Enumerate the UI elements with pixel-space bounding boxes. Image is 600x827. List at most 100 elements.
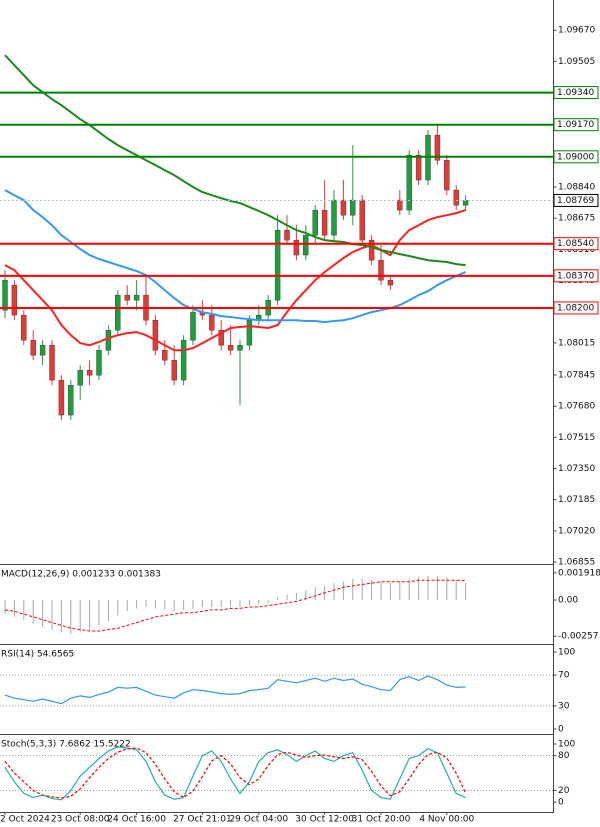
candle-body: [77, 370, 83, 386]
candle-body: [397, 199, 403, 211]
candle-body: [303, 235, 309, 256]
rsi-line: [4, 675, 466, 705]
x-tick-label: 29 Oct 04:00: [229, 815, 288, 825]
moving-average: [4, 209, 466, 352]
y-tick-label: 1.07020: [558, 526, 595, 536]
level-label: 1.08200: [557, 303, 594, 313]
stoch-line: [4, 746, 466, 801]
level-label: 1.08540: [557, 239, 594, 249]
y-tick-label: 0: [558, 724, 564, 734]
candle-body: [387, 279, 394, 286]
current-price-box: [553, 193, 599, 207]
candle-body: [274, 229, 281, 301]
candle-body: [171, 360, 177, 381]
candle-body: [340, 199, 347, 216]
level-label: 1.09000: [557, 152, 594, 162]
y-tick-label: 1.08840: [558, 183, 595, 193]
candle-body: [350, 199, 356, 216]
x-tick-label: 27 Oct 21:01: [173, 815, 232, 825]
candle-body: [39, 344, 46, 356]
indicator-title: MACD(12,26,9) 0.001233 0.001383: [1, 570, 161, 580]
candle-body: [312, 209, 318, 236]
candle-body: [227, 344, 234, 351]
candle-body: [180, 340, 187, 381]
candle-body: [331, 199, 337, 236]
x-tick-label: 2 Oct 2024: [0, 815, 50, 825]
candle-body: [453, 189, 459, 206]
indicator-title: Stoch(5,3,3) 7.6862 15.5222: [1, 740, 131, 750]
candle-body: [58, 379, 65, 416]
y-tick-label: 1.07350: [558, 464, 595, 474]
x-tick-label: 24 Oct 16:00: [107, 815, 166, 825]
stoch-line: [4, 747, 467, 799]
y-tick-label: 30: [558, 701, 570, 711]
candle-body: [133, 294, 140, 301]
y-tick-label: 1.07515: [558, 433, 595, 443]
level-box: [553, 86, 599, 100]
candle-body: [444, 160, 450, 191]
candle-body: [162, 350, 168, 361]
y-tick-label: 1.07845: [558, 371, 595, 381]
level-box: [553, 301, 599, 315]
candle-body: [284, 229, 290, 241]
x-tick-label: 30 Oct 12:00: [295, 815, 354, 825]
candle-body: [209, 314, 215, 331]
candle-body: [218, 330, 224, 346]
level-label: 1.08370: [557, 271, 594, 281]
candle-body: [462, 200, 469, 206]
candle-body: [124, 294, 130, 301]
candle-body: [415, 154, 422, 181]
candle-body: [293, 239, 300, 256]
candle-body: [30, 340, 36, 356]
candle-body: [2, 279, 8, 311]
x-tick-label: 31 Oct 20:00: [352, 815, 411, 825]
indicator-title: RSI(14) 54.6565: [1, 650, 74, 660]
macd-signal: [4, 579, 466, 632]
candle-body: [105, 330, 112, 351]
candle-body: [152, 320, 159, 351]
candle-body: [115, 294, 121, 331]
y-tick-label: -0.00257: [558, 632, 598, 642]
level-box: [553, 150, 599, 164]
y-tick-label: 1.09505: [558, 57, 595, 67]
candle-body: [86, 370, 93, 376]
y-tick-label: 20: [558, 786, 570, 796]
level-label: 1.09170: [557, 120, 594, 130]
level-label: 1.09340: [557, 88, 594, 98]
candle-body: [68, 385, 74, 416]
candle-body: [378, 259, 384, 281]
x-tick-label: 4 Nov 00:00: [419, 815, 474, 825]
y-tick-label: 70: [558, 671, 570, 681]
y-tick-label: 0.00: [558, 595, 578, 605]
candle-body: [434, 134, 441, 161]
candle-body: [11, 284, 18, 316]
current-price-label: 1.08769: [557, 196, 594, 206]
y-tick-label: 1.06855: [558, 558, 595, 568]
candle-body: [368, 239, 375, 261]
y-tick-label: 100: [558, 648, 575, 658]
y-tick-label: 100: [558, 740, 575, 750]
x-tick-label: 23 Oct 08:00: [51, 815, 110, 825]
candle-body: [21, 314, 27, 341]
candle-body: [96, 350, 102, 376]
y-tick-label: 1.08675: [558, 214, 595, 224]
candle-body: [49, 344, 55, 381]
y-tick-label: 0.001918: [558, 568, 600, 578]
y-tick-label: 1.08015: [558, 338, 595, 348]
candle-body: [190, 311, 196, 341]
moving-average: [4, 54, 466, 267]
level-box: [553, 237, 599, 251]
level-box: [553, 118, 599, 132]
candle-body: [321, 209, 328, 236]
candle-body: [359, 199, 365, 241]
y-tick-label: 80: [558, 751, 570, 761]
level-box: [553, 269, 599, 283]
candle-body: [406, 154, 412, 211]
y-tick-label: 1.09670: [558, 26, 595, 36]
candle-body: [237, 344, 243, 351]
y-tick-label: 1.07185: [558, 495, 595, 505]
candle-body: [246, 320, 253, 346]
y-tick-label: 1.07680: [558, 402, 595, 412]
